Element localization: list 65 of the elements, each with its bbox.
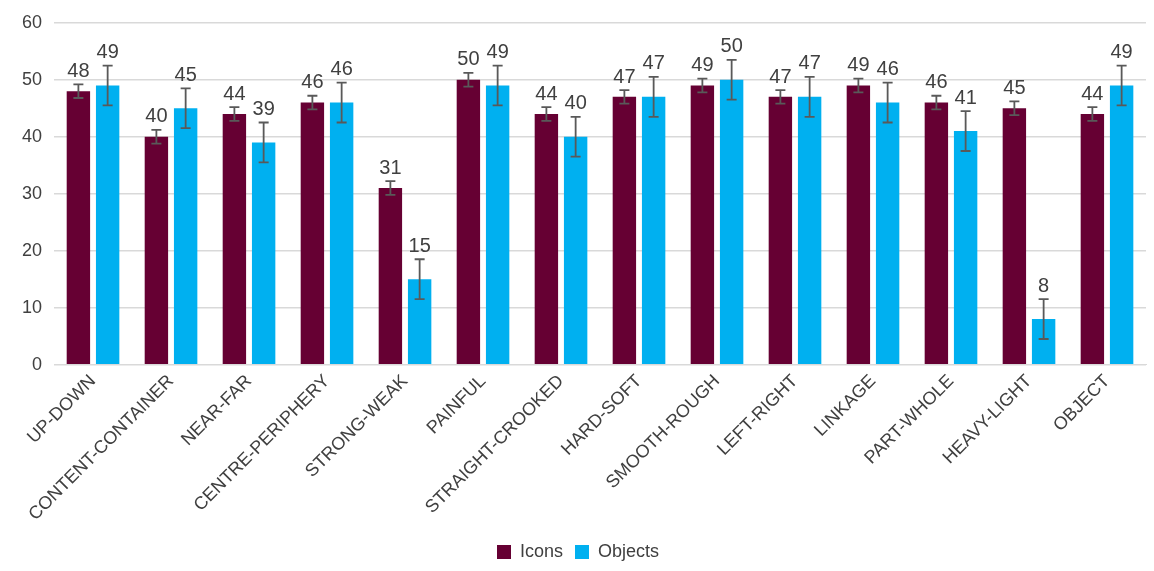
data-label: 40 xyxy=(145,104,168,127)
data-label: 46 xyxy=(925,70,948,93)
y-tick-label: 40 xyxy=(21,125,43,146)
data-label: 15 xyxy=(408,233,431,256)
data-label: 49 xyxy=(1110,40,1133,63)
data-label: 39 xyxy=(252,97,275,120)
bar xyxy=(719,79,744,364)
data-label: 47 xyxy=(642,51,665,74)
bar xyxy=(329,102,354,364)
data-label: 49 xyxy=(96,40,119,63)
bar xyxy=(251,142,276,364)
legend-label: Objects xyxy=(598,540,660,561)
bar xyxy=(300,102,325,364)
bar xyxy=(1109,85,1134,364)
data-label: 46 xyxy=(301,70,324,93)
data-label: 44 xyxy=(223,81,246,104)
bar xyxy=(690,85,715,364)
bar xyxy=(66,91,91,364)
data-label: 40 xyxy=(564,91,587,114)
data-label: 50 xyxy=(457,47,480,70)
y-tick-label: 0 xyxy=(32,353,43,374)
bar xyxy=(1080,113,1105,364)
bar xyxy=(953,131,978,364)
y-tick-label: 60 xyxy=(21,11,43,32)
data-label: 45 xyxy=(1003,75,1026,98)
data-label: 50 xyxy=(720,34,743,57)
data-label: 46 xyxy=(876,57,899,80)
data-label: 46 xyxy=(330,57,353,80)
bar xyxy=(924,102,949,364)
bar xyxy=(641,96,666,364)
bar xyxy=(875,102,900,364)
bar xyxy=(485,85,510,364)
bar xyxy=(378,188,403,364)
data-label: 47 xyxy=(613,64,636,87)
data-label: 47 xyxy=(798,51,821,74)
legend-label: Icons xyxy=(519,540,564,561)
data-label: 48 xyxy=(67,58,90,81)
bar xyxy=(456,79,481,364)
data-label: 45 xyxy=(174,62,197,85)
bar xyxy=(563,136,588,364)
bar xyxy=(612,96,637,364)
y-tick-label: 30 xyxy=(21,182,43,203)
bar xyxy=(768,96,793,364)
data-label: 41 xyxy=(954,85,977,108)
data-label: 8 xyxy=(1038,273,1050,296)
data-label: 44 xyxy=(535,81,558,104)
data-label: 49 xyxy=(691,53,714,76)
bar xyxy=(173,108,198,364)
data-label: 47 xyxy=(769,64,792,87)
y-tick-label: 50 xyxy=(21,68,43,89)
bar xyxy=(846,85,871,364)
bar xyxy=(1031,319,1056,364)
y-tick-label: 20 xyxy=(21,239,43,260)
data-label: 49 xyxy=(486,40,509,63)
y-tick-label: 10 xyxy=(21,296,43,317)
data-label: 49 xyxy=(847,53,870,76)
bar xyxy=(797,96,822,364)
bar xyxy=(95,85,120,364)
bar xyxy=(1002,108,1027,364)
bar xyxy=(534,113,559,364)
bar xyxy=(407,279,432,364)
bar xyxy=(222,113,247,364)
data-label: 31 xyxy=(379,155,402,178)
bar xyxy=(144,136,169,364)
data-label: 44 xyxy=(1081,81,1104,104)
